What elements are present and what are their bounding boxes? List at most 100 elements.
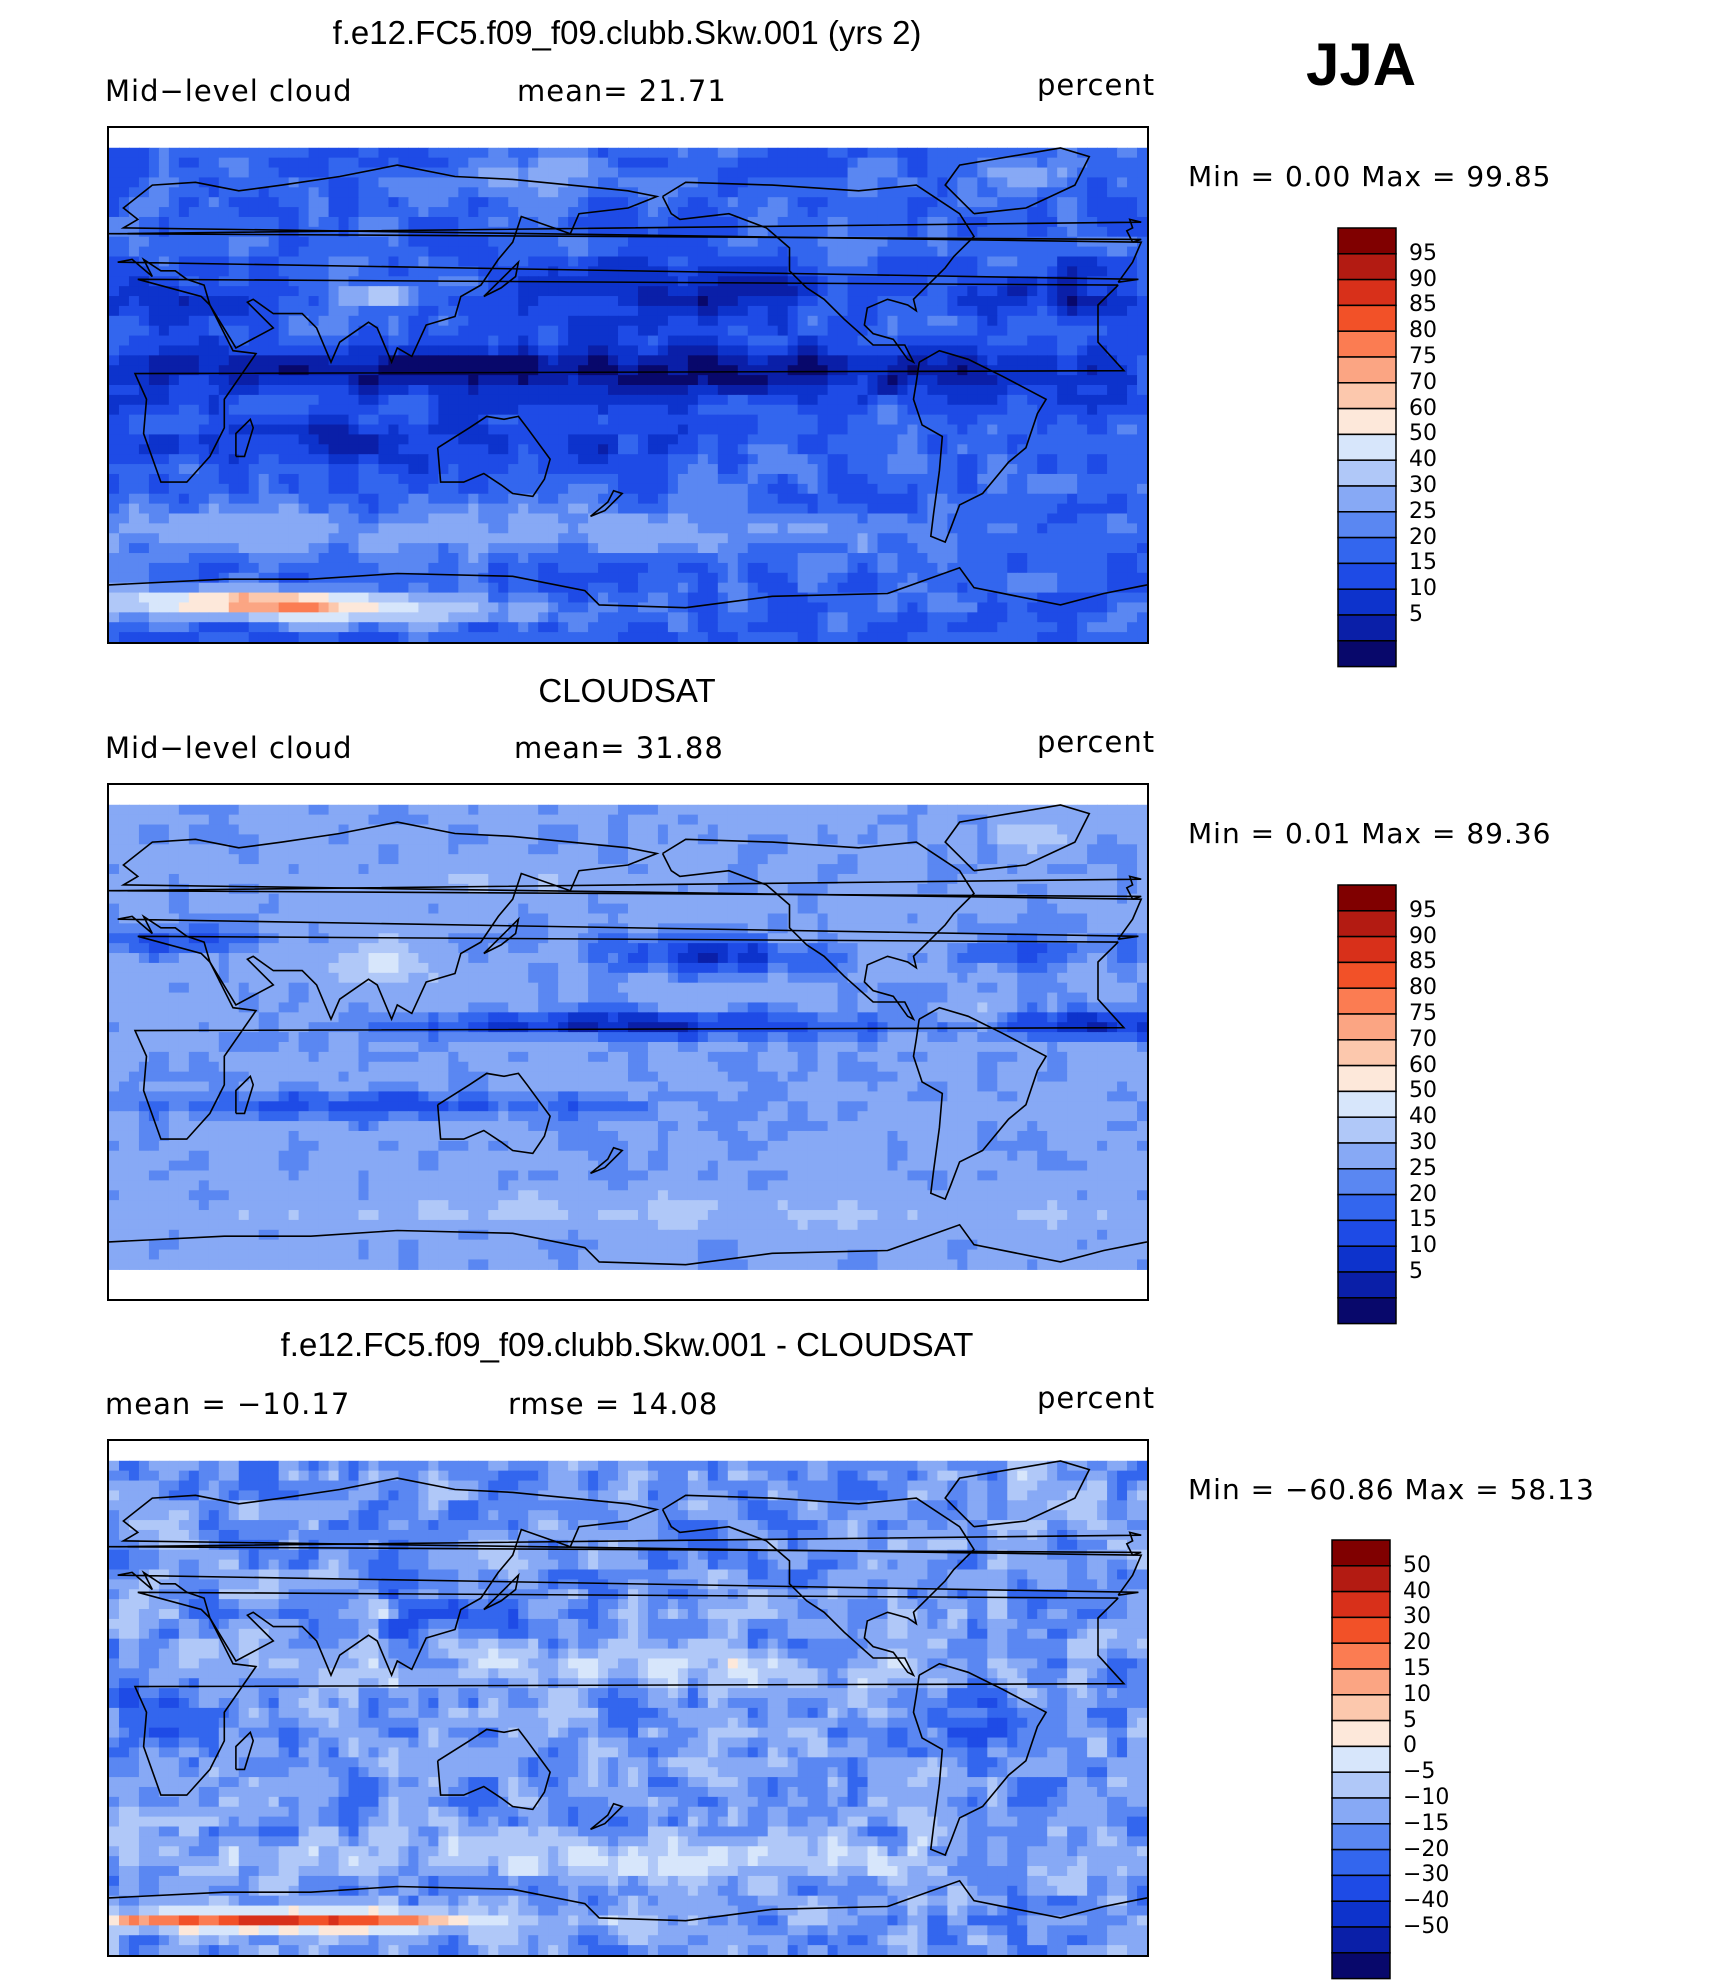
colorbar-tick-label: 5	[1409, 1259, 1423, 1284]
colorbar-tick-label: 10	[1403, 1682, 1431, 1707]
panel1-map-svg	[109, 128, 1147, 642]
colorbar-tick-label: 60	[1409, 396, 1437, 421]
panel1-variable-label: Mid−level cloud	[105, 74, 353, 108]
colorbar-tick-label: 15	[1409, 550, 1437, 575]
colorbar-segment	[1338, 1195, 1396, 1221]
panel3-units-label: percent	[1037, 1381, 1155, 1415]
colorbar-segment	[1332, 1695, 1390, 1721]
panel3-rmse-label: rmse = 14.08	[508, 1387, 718, 1421]
colorbar-tick-label: 20	[1409, 525, 1437, 550]
map-field	[109, 805, 1147, 1270]
colorbar-tick-label: 40	[1403, 1579, 1431, 1604]
colorbar-segment	[1332, 1746, 1390, 1772]
panel3-map	[107, 1439, 1149, 1957]
colorbar-tick-label: 5	[1409, 602, 1423, 627]
colorbar-segment	[1332, 1617, 1390, 1643]
colorbar-tick-label: −15	[1403, 1811, 1449, 1836]
panel1-units-label: percent	[1037, 68, 1155, 102]
panel2-minmax: Min = 0.01 Max = 89.36	[1188, 817, 1552, 850]
colorbar-tick-label: −40	[1403, 1888, 1449, 1913]
colorbar-svg	[1337, 227, 1397, 668]
colorbar-tick-label: 30	[1409, 1130, 1437, 1155]
panel1-mean-label: mean= 21.71	[517, 74, 727, 108]
panel3-map-svg	[109, 1441, 1147, 1955]
colorbar-tick-label: 70	[1409, 370, 1437, 395]
colorbar-tick-label: 85	[1409, 949, 1437, 974]
colorbar-tick-label: 30	[1409, 473, 1437, 498]
colorbar-tick-label: 40	[1409, 447, 1437, 472]
colorbar-segment	[1338, 434, 1396, 460]
colorbar-segment	[1338, 1143, 1396, 1169]
colorbar-segment	[1338, 280, 1396, 306]
colorbar-segment	[1338, 589, 1396, 615]
colorbar-segment	[1338, 563, 1396, 589]
colorbar-segment	[1338, 512, 1396, 538]
colorbar-segment	[1338, 885, 1396, 911]
colorbar-tick-label: 50	[1409, 1078, 1437, 1103]
panel3-minmax: Min = −60.86 Max = 58.13	[1188, 1473, 1595, 1506]
colorbar-segment	[1332, 1540, 1390, 1566]
colorbar-tick-label: 80	[1409, 318, 1437, 343]
colorbar-segment	[1338, 1117, 1396, 1143]
colorbar-tick-label: 75	[1409, 1001, 1437, 1026]
colorbar-segment	[1332, 1901, 1390, 1927]
colorbar-tick-label: 90	[1409, 267, 1437, 292]
colorbar-segment	[1338, 254, 1396, 280]
colorbar-segment	[1338, 228, 1396, 254]
colorbar-svg	[1331, 1539, 1391, 1980]
colorbar-segment	[1332, 1566, 1390, 1592]
panel2-units-label: percent	[1037, 725, 1155, 759]
colorbar-segment	[1338, 1298, 1396, 1324]
colorbar-tick-label: 20	[1409, 1182, 1437, 1207]
panel2-map	[107, 783, 1149, 1301]
colorbar-tick-label: −10	[1403, 1785, 1449, 1810]
colorbar-tick-label: −30	[1403, 1862, 1449, 1887]
colorbar-segment	[1338, 937, 1396, 963]
colorbar-tick-label: 0	[1403, 1733, 1417, 1758]
panel2-variable-label: Mid−level cloud	[105, 731, 353, 765]
colorbar-segment	[1338, 331, 1396, 357]
colorbar-segment	[1332, 1953, 1390, 1979]
colorbar-segment	[1332, 1824, 1390, 1850]
colorbar-tick-label: 25	[1409, 499, 1437, 524]
colorbar-segment	[1338, 1272, 1396, 1298]
colorbar-segment	[1338, 460, 1396, 486]
colorbar-segment	[1338, 1091, 1396, 1117]
colorbar-tick-label: 40	[1409, 1104, 1437, 1129]
panel2-mean-label: mean= 31.88	[514, 731, 724, 765]
colorbar-segment	[1338, 486, 1396, 512]
panel2-map-svg	[109, 785, 1147, 1299]
colorbar-segment	[1332, 1669, 1390, 1695]
colorbar-segment	[1338, 357, 1396, 383]
colorbar-segment	[1332, 1798, 1390, 1824]
colorbar-segment	[1338, 1169, 1396, 1195]
panel1-minmax: Min = 0.00 Max = 99.85	[1188, 160, 1552, 193]
colorbar-segment	[1338, 1246, 1396, 1272]
colorbar-segment	[1338, 409, 1396, 435]
colorbar-segment	[1338, 615, 1396, 641]
panel1-map	[107, 126, 1149, 644]
colorbar-segment	[1338, 538, 1396, 564]
colorbar-tick-label: 10	[1409, 1233, 1437, 1258]
colorbar-tick-label: 25	[1409, 1156, 1437, 1181]
colorbar-tick-label: 95	[1409, 898, 1437, 923]
colorbar-tick-label: 80	[1409, 975, 1437, 1000]
panel2-title: CLOUDSAT	[107, 672, 1147, 710]
colorbar-segment	[1338, 1220, 1396, 1246]
colorbar-tick-label: −5	[1403, 1759, 1435, 1784]
colorbar-segment	[1338, 1066, 1396, 1092]
map-field	[109, 148, 1147, 642]
colorbar-segment	[1332, 1643, 1390, 1669]
colorbar-segment	[1338, 305, 1396, 331]
colorbar-tick-label: 30	[1403, 1604, 1431, 1629]
panel3-mean-label: mean = −10.17	[105, 1387, 350, 1421]
season-label: JJA	[1306, 30, 1416, 99]
colorbar-segment	[1332, 1875, 1390, 1901]
panel1-title: f.e12.FC5.f09_f09.clubb.Skw.001 (yrs 2)	[107, 14, 1147, 52]
colorbar-tick-label: 90	[1409, 924, 1437, 949]
colorbar-tick-label: 15	[1409, 1207, 1437, 1232]
colorbar-tick-label: −50	[1403, 1914, 1449, 1939]
colorbar-tick-label: 95	[1409, 241, 1437, 266]
panel3-title: f.e12.FC5.f09_f09.clubb.Skw.001 - CLOUDS…	[107, 1326, 1147, 1364]
colorbar-tick-label: 20	[1403, 1630, 1431, 1655]
